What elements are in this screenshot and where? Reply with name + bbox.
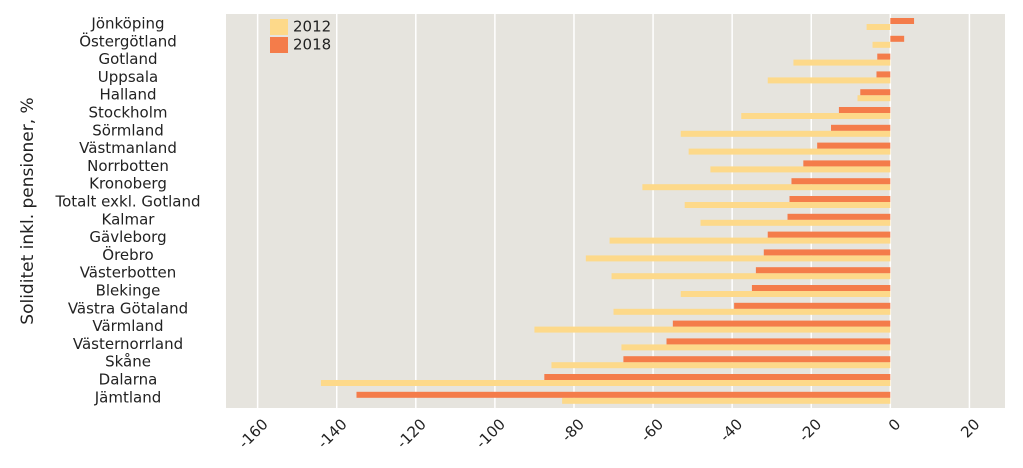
- y-tick-label: Västmanland: [79, 139, 177, 157]
- bar: [356, 391, 891, 398]
- bar: [688, 148, 891, 155]
- legend-label: 2018: [293, 36, 331, 54]
- bar: [877, 53, 891, 60]
- bar: [763, 249, 891, 256]
- y-tick-label: Kronoberg: [89, 175, 167, 193]
- bar: [860, 89, 891, 96]
- bar: [876, 71, 891, 78]
- bar: [890, 18, 915, 24]
- y-tick-label: Värmland: [92, 317, 163, 335]
- x-tick-label: -120: [393, 415, 430, 452]
- y-tick-label: Gotland: [98, 50, 157, 68]
- y-tick-label: Dalarna: [99, 371, 158, 389]
- bar: [562, 397, 891, 404]
- x-tick-label: -160: [235, 415, 272, 452]
- y-tick-label: Örebro: [102, 245, 153, 264]
- bar: [551, 362, 891, 369]
- y-tick-label: Totalt exkl. Gotland: [55, 193, 201, 211]
- bar: [710, 166, 891, 173]
- bar: [872, 41, 891, 48]
- y-tick-label: Halland: [99, 86, 156, 104]
- legend-swatch: [270, 19, 288, 35]
- y-tick-label: Västernorrland: [73, 335, 183, 353]
- bar: [609, 237, 891, 244]
- bar: [866, 24, 891, 30]
- bar: [787, 213, 891, 220]
- bar: [534, 326, 891, 333]
- bar: [767, 77, 891, 84]
- bar: [817, 142, 891, 149]
- bar: [751, 285, 891, 291]
- y-tick-label: Sörmland: [92, 121, 164, 139]
- x-tick-label: -140: [314, 415, 351, 452]
- bar: [741, 113, 891, 119]
- y-tick-label: Skåne: [105, 353, 151, 371]
- bar: [791, 178, 891, 185]
- bar: [544, 374, 891, 380]
- y-tick-label: Jämtland: [94, 388, 162, 406]
- bar: [320, 380, 891, 386]
- x-tick-label: 0: [885, 415, 904, 434]
- bar: [680, 130, 891, 137]
- x-tick-label: -20: [795, 415, 825, 445]
- bar: [793, 59, 891, 66]
- bar: [613, 308, 891, 315]
- bar: [611, 273, 891, 280]
- bar: [680, 291, 891, 297]
- x-tick-label: -60: [637, 415, 667, 445]
- bar: [623, 356, 891, 363]
- x-tick-label: -40: [716, 415, 746, 445]
- bar: [700, 219, 891, 226]
- y-tick-label: Blekinge: [96, 282, 161, 300]
- y-tick-label: Kalmar: [102, 210, 156, 228]
- y-tick-label: Stockholm: [89, 104, 168, 122]
- bar: [767, 231, 891, 238]
- bar: [734, 302, 891, 309]
- y-tick-label: Norrbotten: [87, 157, 169, 175]
- bar: [789, 196, 891, 202]
- legend-swatch: [270, 37, 288, 53]
- y-tick-label: Västra Götaland: [68, 299, 188, 317]
- bar: [666, 338, 891, 345]
- y-tick-label: Östergötland: [79, 31, 177, 50]
- bar: [672, 320, 891, 327]
- bar: [831, 124, 891, 131]
- y-tick-label: Västerbotten: [80, 264, 177, 282]
- x-tick-label: -100: [472, 415, 509, 452]
- y-axis-title: Soliditet inkl. pensioner, %: [18, 97, 38, 324]
- y-tick-label: Jönköping: [90, 15, 164, 33]
- bar: [642, 184, 891, 191]
- bar: [621, 344, 891, 351]
- y-tick-label: Gävleborg: [89, 228, 166, 246]
- bar: [838, 107, 891, 113]
- bar: [857, 95, 891, 102]
- bar: [585, 255, 891, 262]
- bar: [684, 202, 891, 208]
- x-tick-label: -80: [558, 415, 588, 445]
- bar: [803, 160, 891, 167]
- y-tick-label: Uppsala: [98, 68, 158, 86]
- bar: [755, 267, 891, 274]
- x-tick-label: 20: [957, 415, 983, 441]
- bar: [890, 35, 905, 42]
- legend-label: 2012: [293, 18, 331, 36]
